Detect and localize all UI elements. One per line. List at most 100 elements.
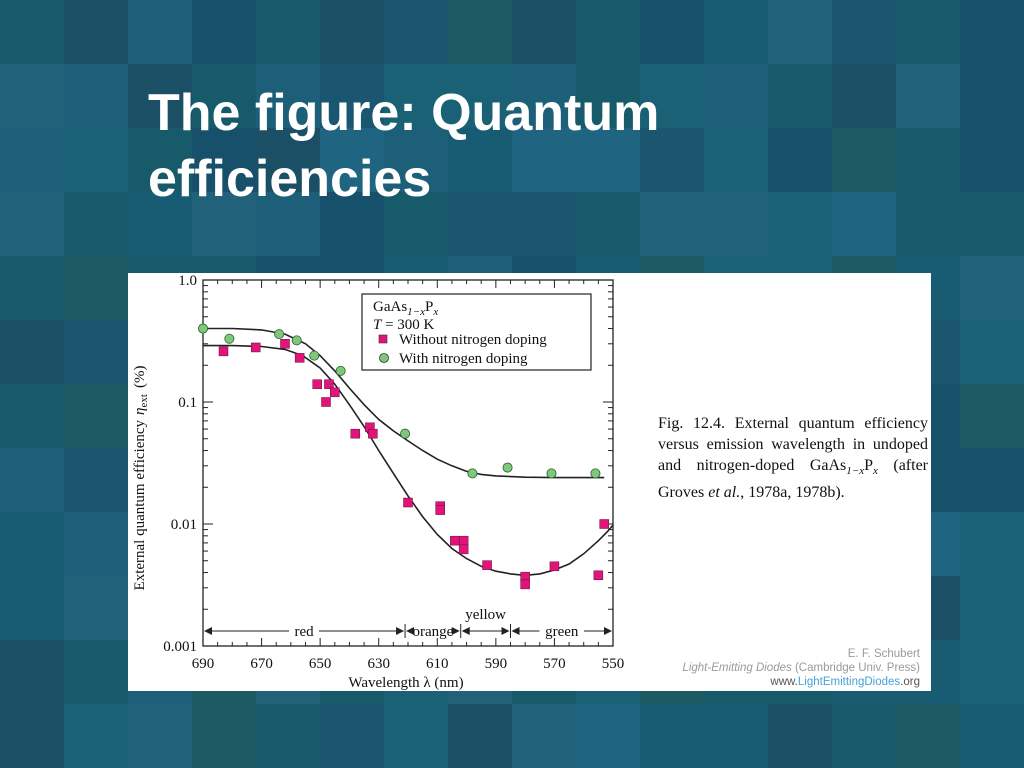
data-point-with-nitrogen	[198, 323, 209, 334]
background-tile	[256, 704, 320, 768]
background-tile	[960, 704, 1024, 768]
band-arrow-right	[451, 627, 460, 635]
credit-url: www.LightEmittingDiodes.org	[770, 676, 920, 688]
background-tile	[768, 192, 832, 256]
background-tile	[384, 704, 448, 768]
background-tile	[128, 0, 192, 64]
y-axis-title: External quantum efficiencyηext(%)	[132, 366, 150, 591]
band-label-yellow: yellow	[465, 607, 506, 623]
background-tile	[960, 384, 1024, 448]
slide-title: The figure: Quantum efficiencies	[148, 80, 968, 212]
legend-label-with-nitrogen: With nitrogen doping	[399, 351, 528, 367]
x-tick-label: 690	[192, 656, 215, 672]
background-tile	[384, 64, 448, 128]
data-point-without-nitrogen	[368, 428, 378, 439]
data-point-with-nitrogen	[546, 468, 557, 479]
data-point-without-nitrogen	[218, 346, 229, 357]
data-point-without-nitrogen	[324, 379, 334, 389]
background-tile	[448, 192, 512, 256]
background-tile	[256, 128, 320, 192]
data-point-without-nitrogen	[549, 561, 560, 572]
band-label-orange: orange	[412, 624, 453, 640]
background-tile	[768, 64, 832, 128]
background-tile	[448, 704, 512, 768]
data-point-without-nitrogen	[482, 560, 492, 570]
background-tile	[384, 0, 448, 64]
background-tile	[896, 704, 960, 768]
background-tile	[576, 0, 640, 64]
background-tile	[448, 128, 512, 192]
background-tile	[640, 0, 704, 64]
fit-curve-without-nitrogen	[203, 344, 614, 577]
background-tile	[192, 128, 256, 192]
background-tile	[960, 192, 1024, 256]
background-tile	[640, 704, 704, 768]
background-tile	[0, 128, 64, 192]
background-tile	[64, 640, 128, 704]
background-tile	[576, 64, 640, 128]
background-tile	[192, 192, 256, 256]
data-point-without-nitrogen	[294, 353, 305, 363]
background-tile	[128, 64, 192, 128]
background-tile	[128, 704, 192, 768]
data-point-without-nitrogen	[280, 339, 290, 349]
x-tick-label: 630	[367, 656, 390, 672]
background-tile	[768, 0, 832, 64]
data-point-with-nitrogen	[291, 335, 302, 346]
data-point-with-nitrogen	[309, 350, 320, 361]
x-tick-label: 670	[250, 656, 272, 672]
background-tile	[384, 192, 448, 256]
background-tile	[320, 64, 384, 128]
background-tile	[832, 64, 896, 128]
background-tile	[0, 256, 64, 320]
data-point-without-nitrogen	[458, 544, 469, 555]
quantum-efficiency-chart: 690 670 650 630 610 590 570 5501.00.10.010.001 …	[132, 273, 624, 691]
background-tile	[64, 448, 128, 512]
background-tile	[0, 512, 64, 576]
background-tile	[832, 128, 896, 192]
background-tile	[960, 128, 1024, 192]
chart-legend: GaAs1−xPx T = 300 K Without nitrogen dop…	[361, 293, 592, 371]
background-tile	[960, 448, 1024, 512]
background-tile	[448, 64, 512, 128]
background-tile	[960, 256, 1024, 320]
legend-material: GaAs1−xPx	[373, 299, 438, 318]
data-point-without-nitrogen	[312, 379, 322, 389]
band-arrow-right	[396, 627, 405, 635]
background-tile	[128, 192, 192, 256]
background-tile	[896, 128, 960, 192]
legend-marker-with-nitrogen	[379, 353, 389, 363]
background-tile	[960, 64, 1024, 128]
background-tile	[704, 704, 768, 768]
caption-fig-label: Fig. 12.4.	[658, 415, 726, 432]
background-tile	[64, 576, 128, 640]
background-tile	[64, 256, 128, 320]
x-tick-label: 590	[485, 656, 508, 672]
data-point-without-nitrogen	[450, 535, 460, 546]
legend-marker-without-nitrogen	[378, 334, 388, 344]
background-tile	[320, 704, 384, 768]
background-tile	[64, 704, 128, 768]
band-arrow-left	[511, 627, 520, 635]
data-point-with-nitrogen	[590, 468, 601, 479]
band-arrow-left	[461, 627, 470, 635]
data-point-without-nitrogen	[250, 342, 261, 353]
background-tile	[640, 64, 704, 128]
data-point-without-nitrogen	[520, 579, 530, 590]
background-tile	[320, 0, 384, 64]
data-point-with-nitrogen	[502, 462, 513, 473]
band-label-red: red	[294, 624, 314, 640]
background-tile	[64, 192, 128, 256]
legend-label-without-nitrogen: Without nitrogen doping	[399, 332, 547, 348]
background-tile	[128, 128, 192, 192]
caption-text-c: , 1978a, 1978b).	[740, 484, 845, 502]
y-tick-label: 0.01	[171, 517, 197, 533]
background-tile	[960, 512, 1024, 576]
credit-book: Light-Emitting Diodes (Cambridge Univ. P…	[682, 662, 920, 674]
background-tile	[768, 128, 832, 192]
band-arrow-left	[406, 627, 415, 635]
y-tick-label: 0.1	[178, 395, 197, 411]
data-point-with-nitrogen	[224, 333, 235, 344]
background-tile	[0, 192, 64, 256]
background-tile	[192, 64, 256, 128]
